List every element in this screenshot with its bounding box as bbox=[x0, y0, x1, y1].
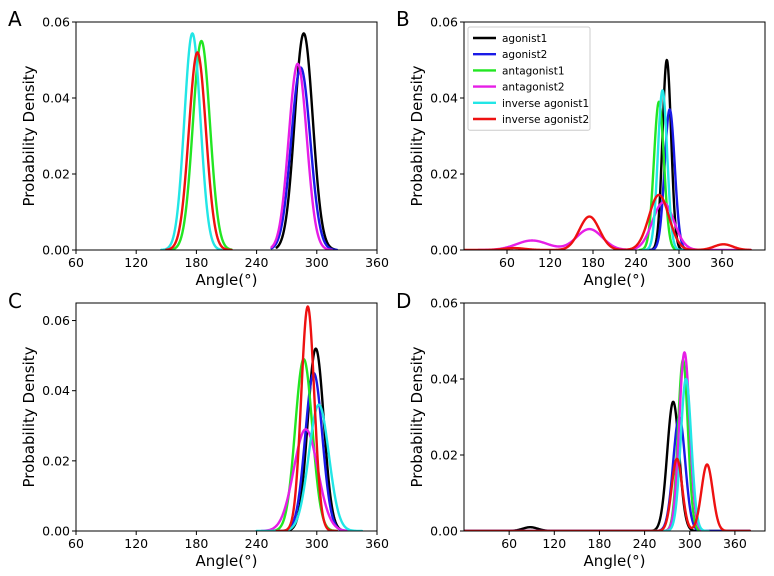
x-tick-label: 240 bbox=[633, 536, 657, 551]
x-tick-label: 360 bbox=[365, 255, 389, 270]
axes-frame bbox=[75, 302, 378, 532]
x-tick-label: 360 bbox=[710, 255, 734, 270]
y-tick-label: 0.04 bbox=[42, 383, 70, 398]
x-axis-label: Angle(°) bbox=[584, 552, 646, 570]
x-tick-label: 120 bbox=[124, 536, 148, 551]
y-tick-label: 0.06 bbox=[430, 15, 458, 30]
x-tick-label: 240 bbox=[245, 255, 269, 270]
curves bbox=[464, 351, 752, 531]
series-line-agonist1 bbox=[275, 32, 337, 250]
x-tick-label: 120 bbox=[538, 255, 562, 270]
panel-letter-c: C bbox=[8, 289, 22, 313]
series-line-inverse-agonist1 bbox=[255, 403, 364, 531]
y-tick-label: 0.02 bbox=[42, 453, 70, 468]
y-tick-label: 0.04 bbox=[430, 91, 458, 106]
panel-a: A 60 120 180 240 300 360 0.00 0.02 0.04 0.06 Angle… bbox=[8, 7, 389, 289]
y-tick-label: 0.00 bbox=[430, 524, 458, 539]
axes-frame bbox=[463, 21, 766, 251]
x-tick-label: 180 bbox=[581, 255, 605, 270]
legend-label: antagonist2 bbox=[502, 82, 565, 94]
x-tick-label: 60 bbox=[499, 255, 515, 270]
x-tick-label: 360 bbox=[365, 536, 389, 551]
legend-label: antagonist1 bbox=[502, 65, 565, 77]
series-line-agonist2 bbox=[270, 66, 339, 250]
series-line-agonist2 bbox=[645, 108, 691, 250]
panel-d: D 60 120 180 240 300 360 0.00 0.02 0.04 0.06 Angle… bbox=[396, 289, 766, 570]
y-axis-label: Probability Density bbox=[20, 346, 38, 487]
curves bbox=[255, 305, 364, 531]
x-tick-label: 60 bbox=[501, 536, 517, 551]
y-axis-label: Probability Density bbox=[408, 346, 426, 487]
series-line-antagonist1 bbox=[638, 100, 681, 250]
series-line-inverse-agonist1 bbox=[654, 377, 710, 531]
series-line-inverse-agonist2 bbox=[165, 51, 233, 250]
x-tick-label: 300 bbox=[305, 255, 329, 270]
series-line-agonist1 bbox=[464, 400, 752, 531]
axes-frame bbox=[75, 21, 378, 251]
series-line-inverse-agonist2 bbox=[464, 193, 752, 250]
axes-frame bbox=[463, 302, 766, 532]
y-tick-label: 0.06 bbox=[42, 15, 70, 30]
legend-label: inverse agonist1 bbox=[502, 98, 589, 110]
x-tick-label: 120 bbox=[542, 536, 566, 551]
y-tick-label: 0.04 bbox=[42, 91, 70, 106]
panel-letter-d: D bbox=[396, 289, 411, 313]
y-tick-label: 0.00 bbox=[42, 524, 70, 539]
series-line-inverse-agonist2 bbox=[464, 457, 752, 531]
panel-b: B 60 120 180 240 300 360 0.00 0.02 0.04 0.06 Angle… bbox=[396, 7, 766, 289]
y-tick-label: 0.02 bbox=[430, 167, 458, 182]
y-tick-label: 0.06 bbox=[42, 313, 70, 328]
x-tick-label: 120 bbox=[124, 255, 148, 270]
panel-c: C 60 120 180 240 300 360 0.00 0.02 0.04 0.06 Angle… bbox=[8, 289, 389, 570]
x-axis-label: Angle(°) bbox=[196, 271, 258, 289]
y-tick-label: 0.02 bbox=[430, 448, 458, 463]
legend-label: agonist1 bbox=[502, 33, 547, 45]
x-tick-label: 240 bbox=[624, 255, 648, 270]
legend-label: agonist2 bbox=[502, 49, 547, 61]
legend-label: inverse agonist2 bbox=[502, 114, 589, 126]
y-tick-label: 0.00 bbox=[42, 243, 70, 258]
x-tick-label: 180 bbox=[184, 536, 208, 551]
series-line-agonist2 bbox=[464, 415, 752, 531]
x-tick-label: 300 bbox=[305, 536, 329, 551]
series-line-inverse-agonist1 bbox=[160, 32, 223, 250]
x-tick-label: 300 bbox=[667, 255, 691, 270]
series-line-antagonist2 bbox=[477, 201, 752, 250]
x-axis-label: Angle(°) bbox=[584, 271, 646, 289]
x-axis-label: Angle(°) bbox=[196, 552, 258, 570]
y-tick-label: 0.06 bbox=[430, 296, 458, 311]
x-tick-label: 60 bbox=[68, 536, 84, 551]
y-axis-label: Probability Density bbox=[408, 65, 426, 206]
panel-letter-a: A bbox=[8, 7, 22, 31]
panel-letter-b: B bbox=[396, 7, 410, 31]
series-line-inverse-agonist1 bbox=[641, 89, 684, 250]
y-tick-label: 0.02 bbox=[42, 167, 70, 182]
legend-box bbox=[467, 26, 591, 131]
series-line-antagonist1 bbox=[165, 39, 233, 250]
y-tick-label: 0.00 bbox=[430, 243, 458, 258]
legend: agonist1 agonist2 antagonist1 antagonist2 in… bbox=[467, 26, 591, 131]
series-line-inverse-agonist2 bbox=[275, 305, 339, 531]
x-tick-label: 360 bbox=[723, 536, 747, 551]
x-tick-label: 180 bbox=[588, 536, 612, 551]
curves bbox=[160, 32, 339, 250]
x-tick-label: 240 bbox=[245, 536, 269, 551]
x-tick-label: 300 bbox=[678, 536, 702, 551]
y-tick-label: 0.04 bbox=[430, 372, 458, 387]
x-tick-label: 180 bbox=[184, 255, 208, 270]
series-line-antagonist2 bbox=[270, 62, 334, 250]
y-axis-label: Probability Density bbox=[20, 65, 38, 206]
series-line-antagonist2 bbox=[260, 428, 354, 531]
x-tick-label: 60 bbox=[68, 255, 84, 270]
